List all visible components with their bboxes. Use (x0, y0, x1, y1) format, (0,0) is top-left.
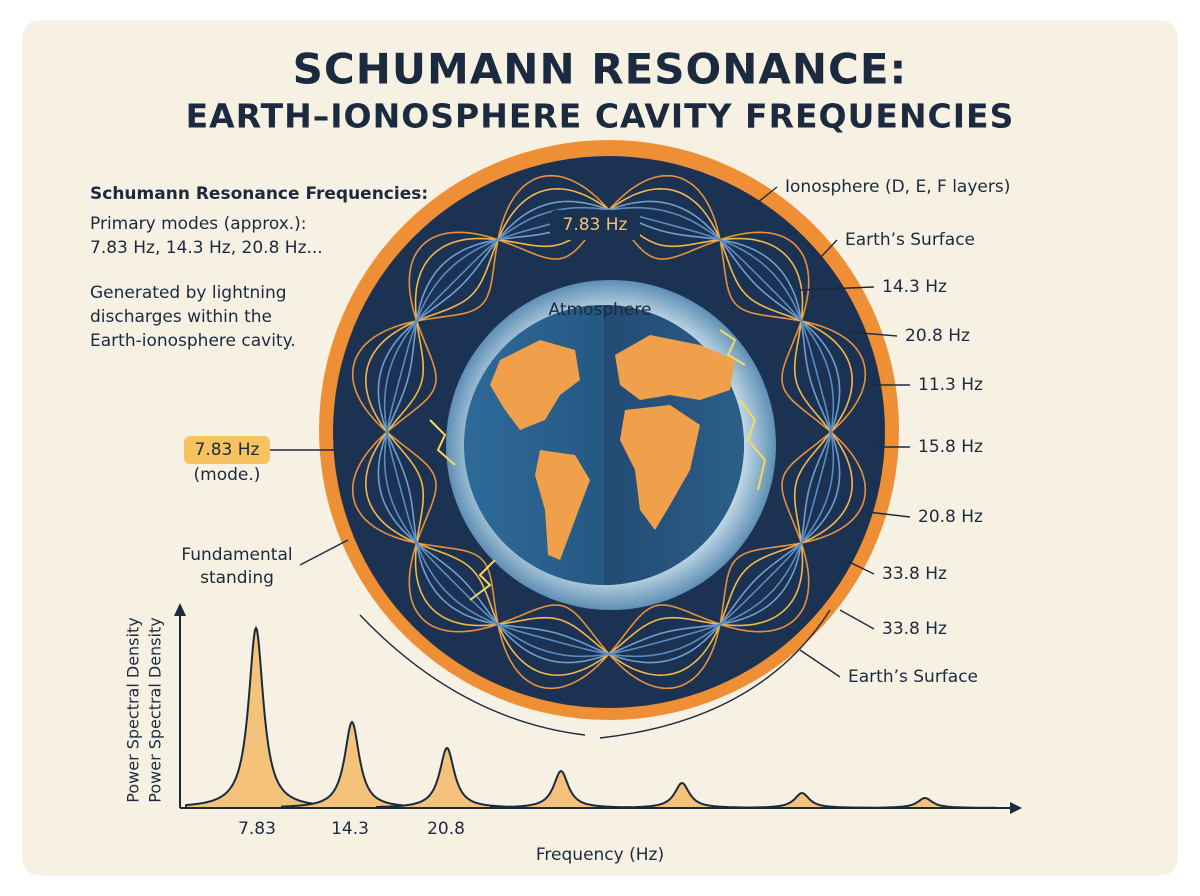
y-label: Power Spectral Density (146, 617, 165, 802)
atmosphere-label: Atmosphere (549, 300, 652, 320)
callout: 33.8 Hz (882, 619, 947, 639)
badge-text: 7.83 Hz (195, 440, 260, 460)
fundamental: standing (200, 568, 274, 588)
right-labels: Ionosphere (D, E, F layers) Earth’s Surfa… (751, 177, 1010, 687)
title: SCHUMANN RESONANCE: (293, 45, 908, 94)
leader (849, 331, 898, 337)
leader (844, 559, 875, 575)
leader (819, 239, 838, 259)
peak (376, 746, 518, 809)
waves (351, 174, 867, 690)
x-tick-label: 14.3 (331, 819, 369, 839)
badge-note: (mode.) (194, 465, 261, 485)
info-text: Primary modes (approx.): (90, 214, 307, 234)
x-label: Frequency (Hz) (536, 845, 664, 865)
leader (799, 286, 875, 291)
callout: 20.8 Hz (905, 326, 970, 346)
info-heading: Schumann Resonance Frequencies: (90, 184, 428, 204)
callout: 15.8 Hz (918, 437, 983, 457)
spectrum (174, 603, 1022, 814)
peak (490, 769, 632, 809)
wave (383, 206, 835, 658)
lightning (429, 329, 767, 601)
callout: 33.8 Hz (882, 564, 947, 584)
callout: Earth’s Surface (848, 667, 978, 687)
badge (184, 436, 270, 464)
arrow (599, 609, 831, 739)
callout: Ionosphere (D, E, F layers) (785, 177, 1010, 197)
subtitle: EARTH–IONOSPHERE CAVITY FREQUENCIES (186, 97, 1015, 136)
callout: 11.3 Hz (918, 375, 983, 395)
arrow (359, 614, 586, 736)
peak (185, 625, 327, 809)
x-tick-label: 20.8 (427, 819, 465, 839)
callout: Earth’s Surface (845, 230, 975, 250)
info-text: discharges within the (90, 307, 272, 327)
info-text: Earth-ionosphere cavity. (90, 331, 296, 351)
top-mode-bg (550, 210, 640, 240)
info-text: 7.83 Hz, 14.3 Hz, 20.8 Hz... (90, 238, 323, 258)
top-mode: 7.83 Hz (563, 215, 628, 235)
leader (839, 609, 875, 630)
x-tick-label: 7.83 (238, 819, 276, 839)
continents (490, 335, 735, 560)
leader (867, 511, 911, 518)
info-text: Generated by lightning (90, 283, 287, 303)
leader (751, 186, 778, 208)
callout: 14.3 Hz (882, 277, 947, 297)
leader (299, 539, 349, 566)
callout: 20.8 Hz (918, 507, 983, 527)
fundamental: Fundamental (181, 545, 292, 565)
leader (799, 649, 841, 678)
y-label: Power Spectral Density (124, 617, 143, 802)
